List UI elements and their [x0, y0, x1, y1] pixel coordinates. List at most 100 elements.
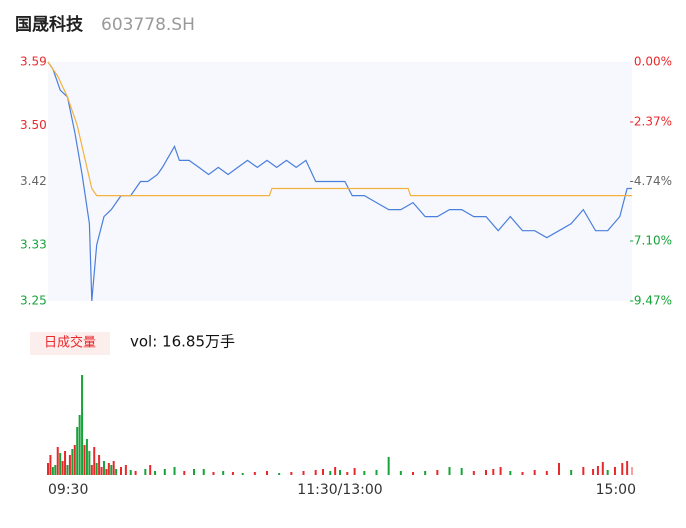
volume-bar [120, 467, 122, 475]
volume-bar [71, 449, 74, 475]
volume-bar [241, 473, 244, 475]
volume-bar [88, 451, 91, 475]
volume-bar [412, 472, 414, 475]
volume-bar [492, 469, 495, 475]
volume-bar [321, 469, 324, 475]
volume-bar [613, 467, 616, 475]
volume-bar [601, 462, 604, 475]
volume-bar [363, 471, 366, 475]
volume-bar [606, 470, 609, 475]
volume-bar [231, 472, 234, 475]
volume-bar [460, 468, 463, 475]
volume-bar [278, 473, 281, 475]
volume-bar [533, 470, 536, 475]
volume-bar [54, 465, 57, 475]
volume-bar [485, 470, 487, 475]
volume-bar [107, 463, 110, 475]
volume-bar [129, 470, 132, 475]
volume-bar [68, 455, 71, 475]
volume-bar [78, 415, 81, 475]
stock-name: 国晟科技 [15, 14, 84, 35]
y-tick-label: 3.50 [20, 118, 47, 132]
volume-legend: 日成交量 [44, 335, 96, 351]
volume-bar [596, 466, 599, 475]
volume-bar [582, 467, 585, 475]
y-tick-label: 3.42 [20, 174, 47, 188]
volume-bar [375, 470, 378, 475]
volume-bar [499, 467, 502, 475]
volume-bar [81, 375, 84, 475]
volume-bar [193, 469, 195, 475]
volume-bar [115, 469, 118, 475]
y2-tick-label: -2.37% [630, 114, 672, 128]
volume-bar [545, 471, 548, 475]
stock-code: 603778.SH [101, 15, 195, 35]
volume-bar [47, 463, 49, 475]
volume-bar [73, 445, 76, 475]
volume-bar [76, 427, 79, 475]
volume-bar [448, 467, 451, 475]
x-tick-label: 15:00 [596, 482, 636, 498]
volume-bar [112, 461, 115, 475]
volume-bar [134, 471, 137, 475]
volume-bar [64, 451, 67, 475]
y2-tick-label: -9.47% [630, 294, 672, 308]
volume-bar [266, 471, 268, 475]
y-tick-label: 3.59 [20, 55, 47, 69]
volume-bar [66, 465, 69, 475]
y2-tick-label: -7.10% [630, 234, 672, 248]
volume-bar [212, 472, 215, 475]
volume-bar [90, 465, 93, 475]
volume-bar [154, 471, 157, 475]
volume-bar [290, 472, 293, 475]
volume-bar [61, 461, 64, 475]
volume-bar [51, 467, 54, 475]
volume-bar [339, 470, 341, 475]
volume-bar [314, 470, 317, 475]
volume-bar [329, 471, 332, 475]
volume-bar [85, 439, 88, 475]
volume-bar [105, 469, 108, 475]
volume-bar [472, 471, 475, 475]
volume-bar [521, 472, 524, 475]
volume-legend-box [30, 332, 110, 355]
volume-bar [558, 463, 560, 475]
volume-bar [621, 463, 624, 475]
volume-bar [592, 469, 595, 475]
volume-bar [424, 471, 427, 475]
volume-bar [399, 471, 402, 475]
volume-bar [436, 470, 439, 475]
y2-tick-label: 0.00% [634, 55, 672, 69]
volume-bar [202, 469, 205, 475]
volume-bar [124, 465, 127, 475]
volume-bar [163, 469, 166, 475]
volume-bar [95, 463, 98, 475]
volume-bar [93, 447, 96, 475]
volume-bar [56, 447, 59, 475]
volume-bar [626, 461, 629, 475]
volume-bar [100, 467, 103, 475]
volume-bar [49, 455, 52, 475]
volume-bar [631, 467, 633, 475]
volume-bar [353, 468, 356, 475]
volume-bar [149, 465, 152, 475]
y-tick-label: 3.33 [20, 237, 47, 251]
price-line [47, 61, 632, 197]
volume-bar [173, 467, 176, 475]
volume-bar [302, 471, 305, 475]
x-tick-label: 11:30/13:00 [297, 482, 382, 498]
volume-bar [334, 467, 337, 475]
volume-bar [387, 457, 390, 475]
volume-bar [183, 471, 186, 475]
volume-bar [253, 472, 256, 475]
y2-tick-label: -4.74% [630, 174, 672, 188]
volume-summary: vol: 16.85万手 [130, 333, 235, 351]
volume-bar [509, 471, 512, 475]
volume-bar [570, 470, 573, 475]
volume-bar [222, 471, 225, 475]
y-tick-label: 3.25 [20, 294, 47, 308]
volume-bar [98, 455, 101, 475]
price-line [47, 61, 632, 302]
volume-bar [346, 472, 349, 475]
